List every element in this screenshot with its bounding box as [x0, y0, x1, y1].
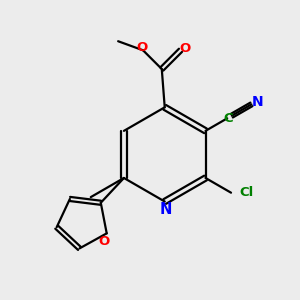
Text: N: N: [252, 95, 264, 109]
Text: O: O: [98, 235, 110, 248]
Text: N: N: [160, 202, 172, 217]
Text: O: O: [179, 42, 191, 55]
Text: Cl: Cl: [239, 186, 254, 199]
Text: O: O: [136, 41, 147, 54]
Text: C: C: [224, 112, 233, 125]
